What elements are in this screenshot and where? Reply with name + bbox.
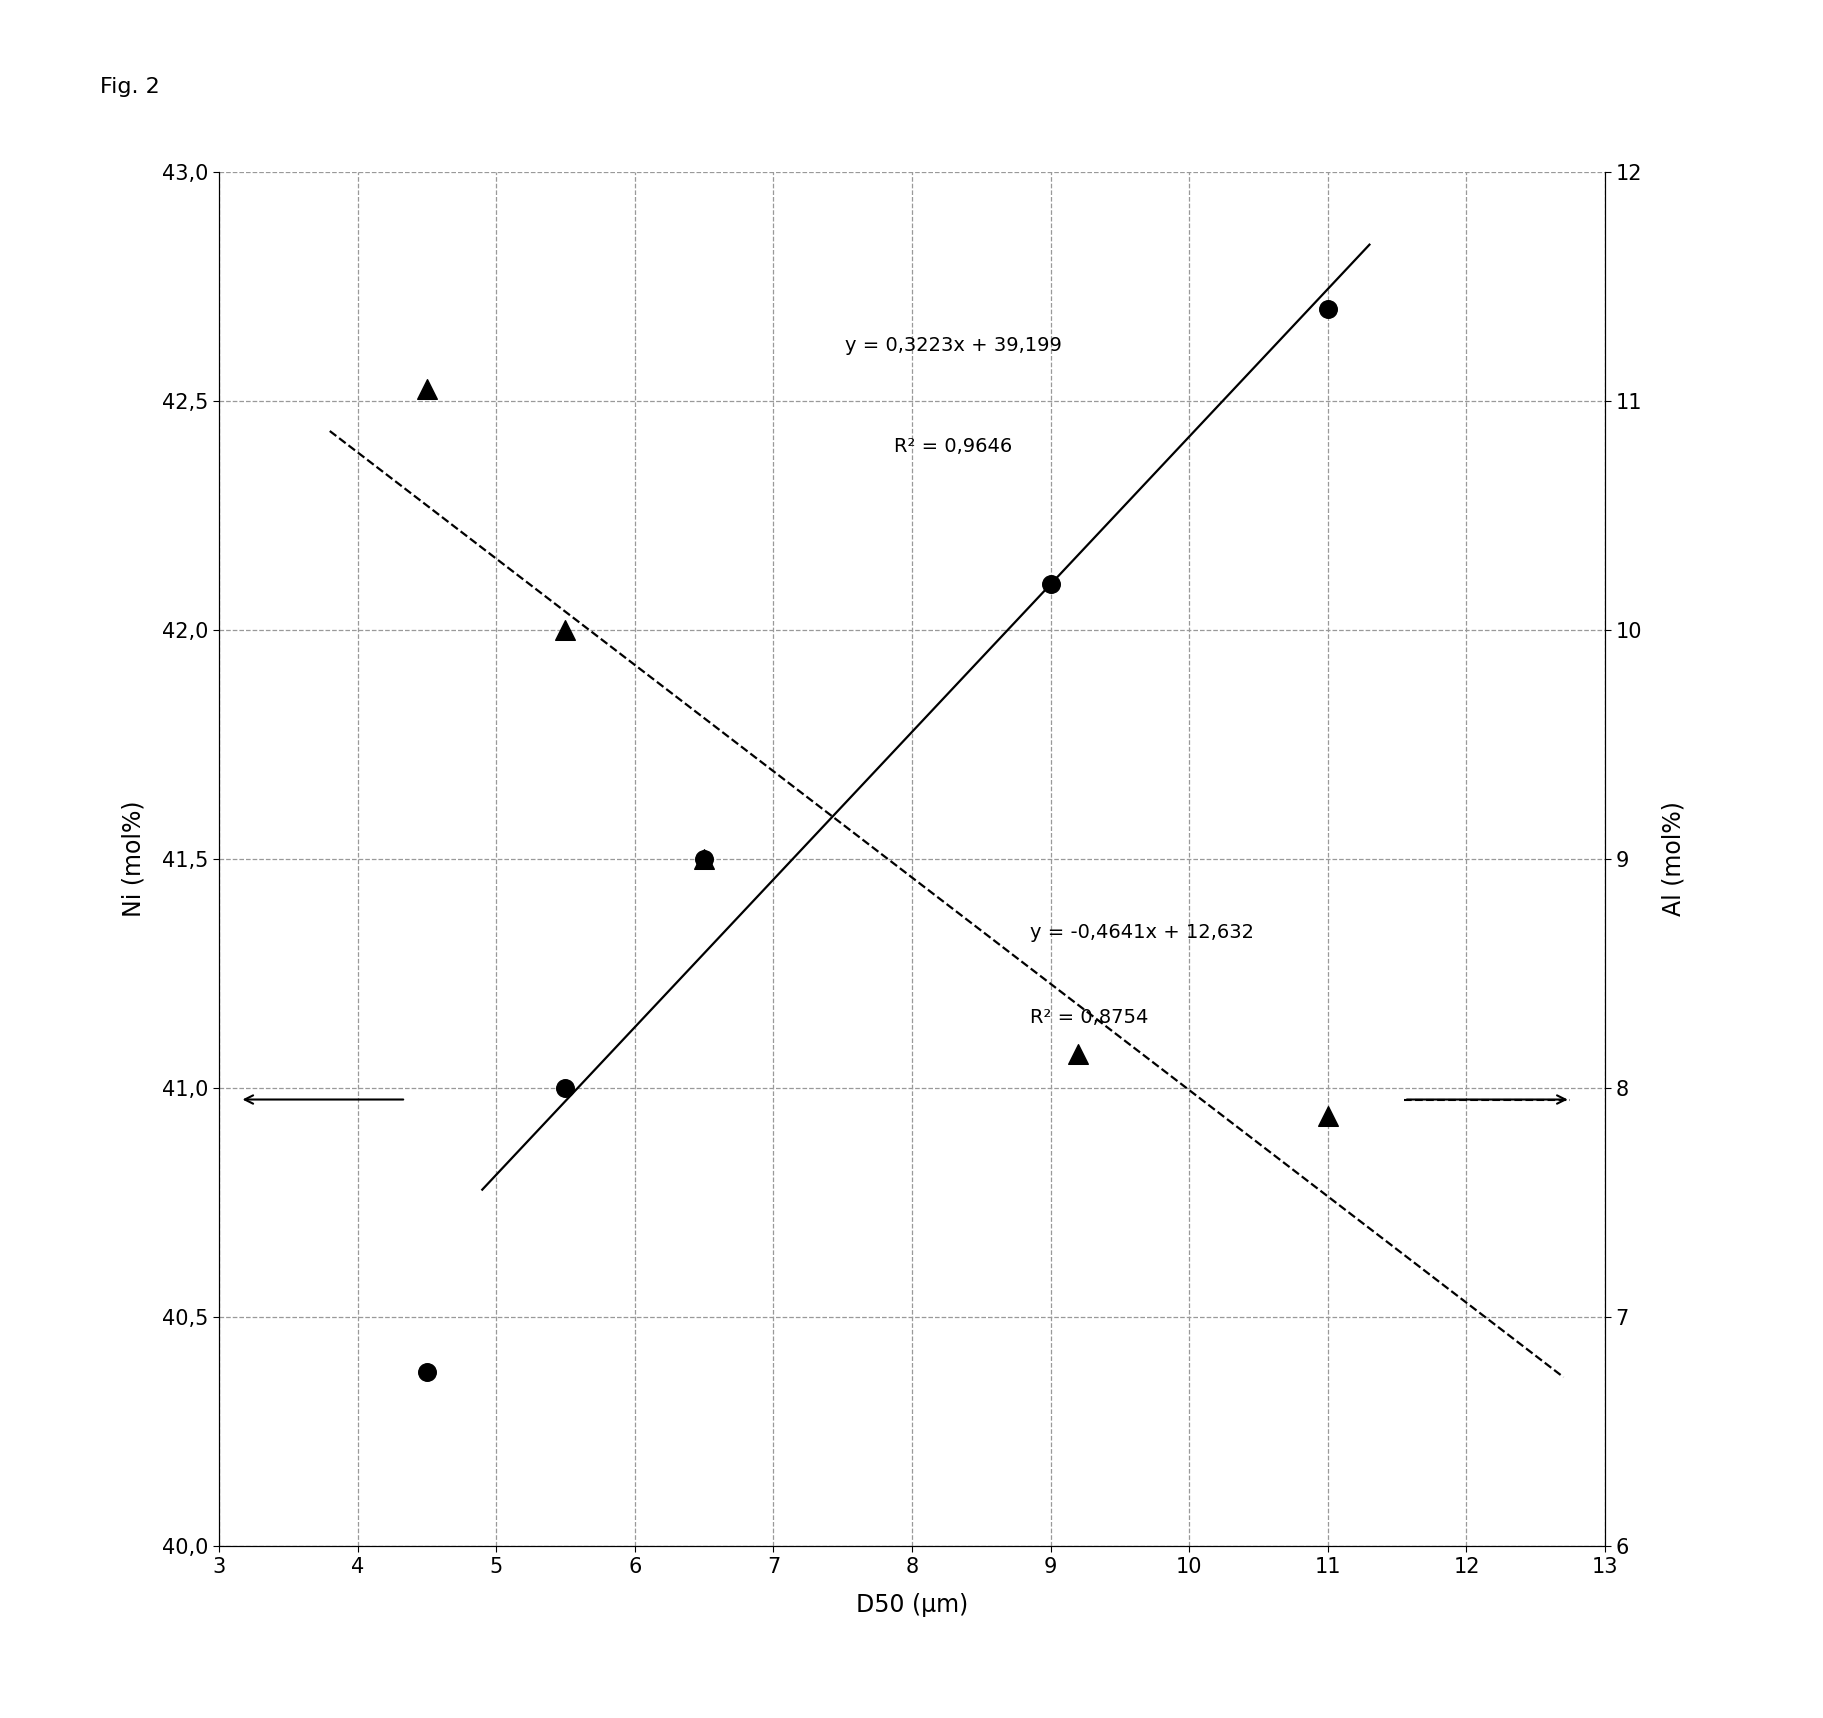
Point [412,1359,441,1386]
X-axis label: D50 (μm): D50 (μm) [855,1593,968,1617]
Text: Fig. 2: Fig. 2 [100,77,160,98]
Point [1063,1039,1092,1067]
Text: R² = 0,8754: R² = 0,8754 [1030,1008,1147,1027]
Y-axis label: Al (mol%): Al (mol%) [1661,802,1684,916]
Point [1313,1101,1342,1129]
Text: y = -0,4641x + 12,632: y = -0,4641x + 12,632 [1030,923,1252,941]
Y-axis label: Ni (mol%): Ni (mol%) [122,801,146,917]
Point [689,845,718,873]
Point [551,617,580,644]
Point [689,845,718,873]
Point [1313,295,1342,323]
Point [551,1074,580,1101]
Point [412,376,441,404]
Text: y = 0,3223x + 39,199: y = 0,3223x + 39,199 [844,337,1061,356]
Point [1035,570,1065,598]
Text: R² = 0,9646: R² = 0,9646 [893,436,1012,455]
